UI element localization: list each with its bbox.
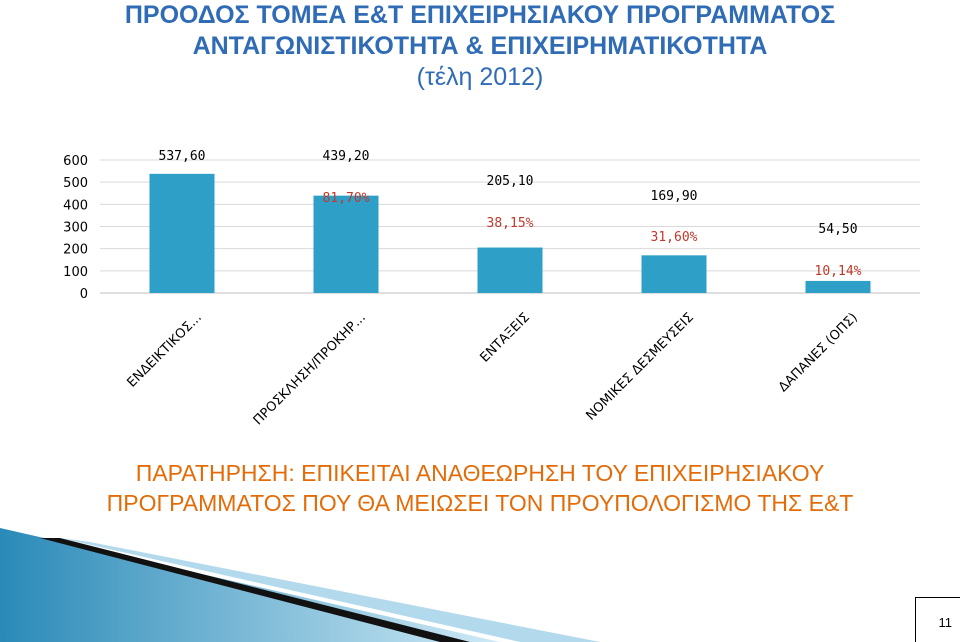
slide-title: ΠΡΟΟΔΟΣ ΤΟΜΕΑ Ε&Τ ΕΠΙΧΕΙΡΗΣΙΑΚΟΥ ΠΡΟΓΡΑΜ… xyxy=(0,0,960,93)
y-tick-label: 600 xyxy=(63,154,88,169)
remark-line-2: ΠΡΟΓΡΑΜΜΑΤΟΣ ΠΟΥ ΘΑ ΜΕΙΩΣΕΙ ΤΟΝ ΠΡΟΥΠΟΛΟ… xyxy=(106,490,854,516)
y-tick-label: 500 xyxy=(63,176,88,191)
title-line-3: (τέλη 2012) xyxy=(416,63,544,91)
y-tick-label: 100 xyxy=(63,265,88,280)
category-label: ΝΟΜΙΚΕΣ ΔΕΣΜΕΥΣΕΙΣ xyxy=(584,310,697,423)
page-number-box xyxy=(915,597,960,642)
bar xyxy=(477,247,543,293)
percent-label: 81,70% xyxy=(323,191,370,206)
page-number: 11 xyxy=(938,615,953,630)
percent-label: 38,15% xyxy=(487,216,534,231)
title-line-2: ΑΝΤΑΓΩΝΙΣΤΙΚΟΤΗΤΑ & ΕΠΙΧΕΙΡΗΜΑΤΙΚΟΤΗΤΑ xyxy=(192,32,768,60)
remark-note: ΠΑΡΑΤΗΡΗΣΗ: ΕΠΙΚΕΙΤΑΙ ΑΝΑΘΕΩΡΗΣΗ ΤΟΥ ΕΠΙ… xyxy=(0,458,960,518)
decorative-swoosh xyxy=(0,528,600,642)
percent-label: 31,60% xyxy=(651,230,698,245)
bar xyxy=(805,280,871,293)
category-label: ΠΡΟΣΚΛΗΣΗ/ΠΡΟΚΗΡ... xyxy=(251,310,369,428)
category-label: ΕΝΔΕΙΚΤΙΚΟΣ... xyxy=(125,310,205,390)
bar xyxy=(641,255,707,293)
category-label: ΕΝΤΑΞΕΙΣ xyxy=(477,310,532,365)
remark-line-1: ΠΑΡΑΤΗΡΗΣΗ: ΕΠΙΚΕΙΤΑΙ ΑΝΑΘΕΩΡΗΣΗ ΤΟΥ ΕΠΙ… xyxy=(135,460,825,486)
value-label: 537,60 xyxy=(159,149,206,164)
value-label: 169,90 xyxy=(651,189,698,204)
percent-label: 10,14% xyxy=(815,264,862,279)
y-tick-label: 300 xyxy=(63,221,88,236)
bar-chart: 0 100 200 300 400 500 600 537,60 ΕΝΔΕΙΚΤΙΚΟΣ... 4… xyxy=(63,149,920,428)
title-line-1: ΠΡΟΟΔΟΣ ΤΟΜΕΑ Ε&Τ ΕΠΙΧΕΙΡΗΣΙΑΚΟΥ ΠΡΟΓΡΑΜ… xyxy=(124,1,836,29)
bar xyxy=(149,173,215,293)
category-label: ΔΑΠΑΝΕΣ (ΟΠΣ) xyxy=(776,310,861,395)
value-label: 205,10 xyxy=(487,174,534,189)
bar xyxy=(313,195,379,293)
value-label: 54,50 xyxy=(818,222,857,237)
value-label: 439,20 xyxy=(323,149,370,164)
y-tick-label: 0 xyxy=(80,287,88,302)
y-tick-label: 200 xyxy=(63,243,88,258)
y-tick-label: 400 xyxy=(63,198,88,213)
